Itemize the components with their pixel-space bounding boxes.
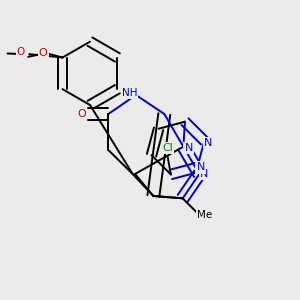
Text: Me: Me bbox=[197, 210, 213, 220]
Text: N: N bbox=[200, 169, 208, 179]
Text: Cl: Cl bbox=[162, 143, 173, 153]
Text: O: O bbox=[39, 49, 48, 58]
Text: N: N bbox=[196, 162, 205, 172]
Text: O: O bbox=[77, 109, 86, 119]
Text: NH: NH bbox=[122, 88, 137, 98]
Text: N: N bbox=[184, 143, 193, 153]
Text: N: N bbox=[204, 138, 212, 148]
Text: O: O bbox=[17, 47, 25, 58]
